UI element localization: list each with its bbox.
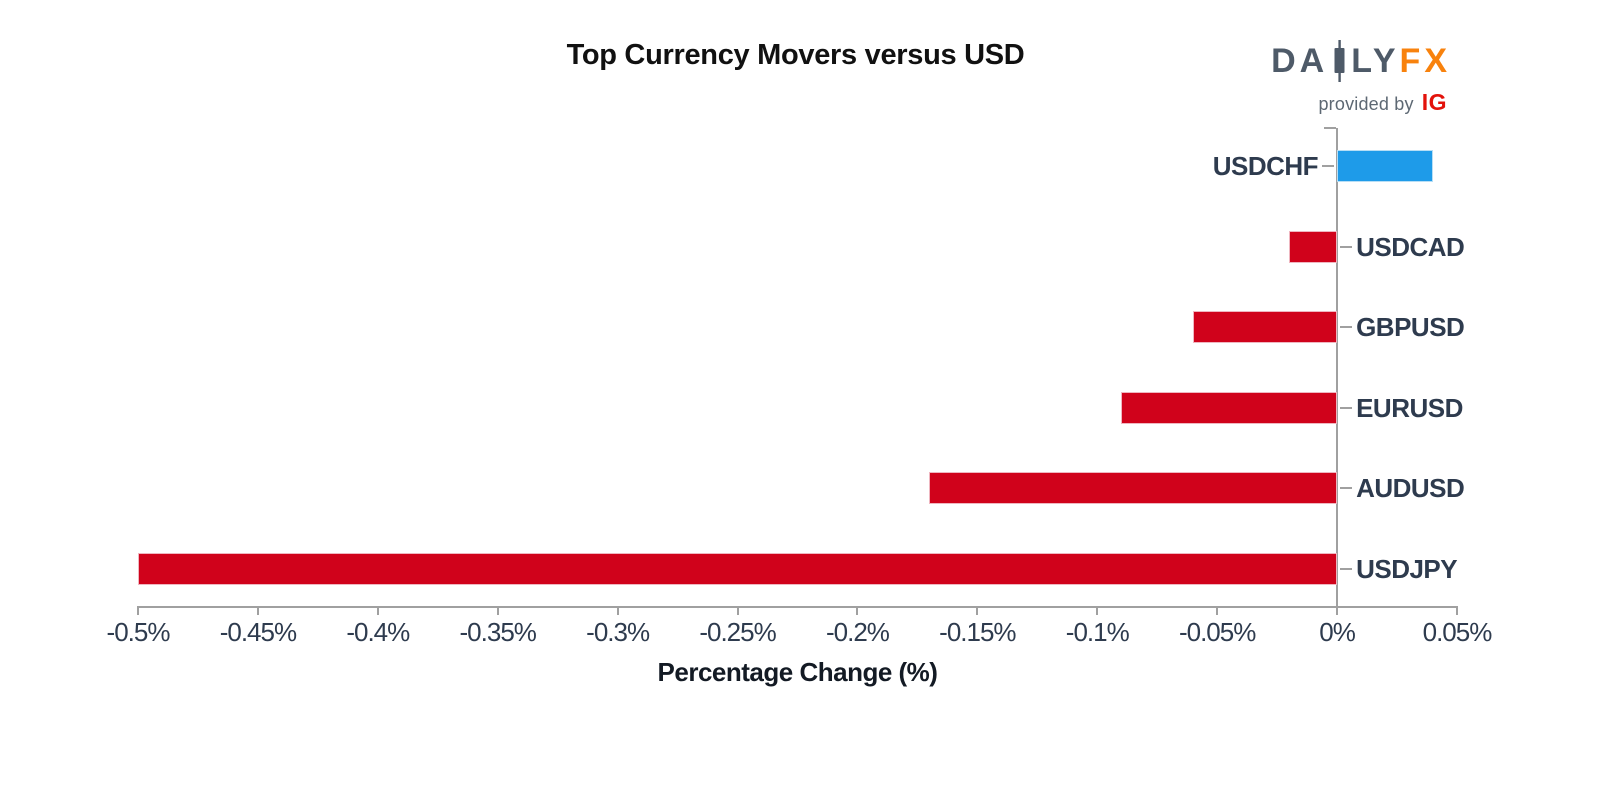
bar-audusd[interactable] — [929, 472, 1338, 505]
x-tick-mark — [1216, 606, 1219, 615]
x-tick-label: -0.1% — [1065, 617, 1130, 647]
x-tick-mark — [137, 606, 139, 615]
category-tick — [1322, 165, 1335, 167]
x-tick-mark — [496, 606, 499, 615]
category-tick — [1340, 326, 1353, 329]
x-tick-label: -0.4% — [346, 617, 410, 647]
category-label: AUDUSD — [1356, 473, 1465, 504]
x-tick-label: -0.2% — [825, 617, 890, 647]
x-tick-mark — [856, 606, 859, 615]
x-tick-mark — [976, 606, 979, 615]
x-tick-mark — [376, 606, 379, 615]
category-tick — [1340, 245, 1353, 248]
x-tick-label: -0.25% — [699, 617, 776, 647]
x-tick-label: 0.05% — [1422, 617, 1493, 647]
category-label: GBPUSD — [1356, 312, 1465, 343]
dailyfx-wordmark: DA LY FX — [1271, 40, 1451, 82]
candlestick-icon — [1333, 40, 1346, 82]
category-label: EURUSD — [1356, 392, 1463, 423]
x-tick-mark — [1096, 606, 1099, 615]
logo-text-ly: LY — [1351, 41, 1400, 80]
x-tick-label: -0.3% — [586, 617, 650, 647]
bar-usdcad[interactable] — [1289, 230, 1338, 263]
category-label: USDCAD — [1356, 231, 1465, 262]
chart-title: Top Currency Movers versus USD — [566, 39, 1025, 71]
provided-by-text: provided by — [1318, 94, 1414, 114]
category-label: USDCHF — [1212, 151, 1319, 181]
x-tick-mark — [1336, 606, 1339, 615]
x-tick-label: 0% — [1319, 617, 1356, 647]
x-tick-mark — [736, 606, 739, 615]
bar-eurusd[interactable] — [1121, 391, 1338, 424]
bar-usdchf[interactable] — [1337, 150, 1433, 182]
x-axis-label: Percentage Change (%) — [657, 657, 938, 687]
logo-text-da: DA — [1271, 41, 1329, 80]
y-axis-end-tick — [1324, 127, 1337, 129]
logo-text-fx: FX — [1399, 41, 1451, 80]
x-tick-label: -0.45% — [219, 617, 297, 647]
dailyfx-logo: DA LY FX provided by IG — [1271, 40, 1447, 116]
x-tick-mark — [616, 606, 619, 615]
x-tick-mark — [1456, 606, 1458, 615]
logo-tagline-row: provided by IG — [1318, 89, 1447, 116]
category-label: USDJPY — [1356, 554, 1458, 584]
x-tick-mark — [256, 606, 259, 615]
category-tick — [1340, 487, 1353, 490]
category-tick — [1340, 406, 1353, 409]
category-tick — [1340, 568, 1353, 570]
x-axis-line — [138, 606, 1457, 608]
ig-logo: IG — [1421, 89, 1447, 115]
x-tick-label: -0.15% — [939, 617, 1016, 647]
x-tick-label: -0.35% — [459, 617, 537, 647]
y-zero-line — [1336, 128, 1339, 614]
bar-usdjpy[interactable] — [138, 553, 1338, 585]
bar-gbpusd[interactable] — [1193, 311, 1338, 344]
x-tick-label: -0.05% — [1178, 617, 1256, 647]
x-tick-label: -0.5% — [106, 617, 171, 647]
